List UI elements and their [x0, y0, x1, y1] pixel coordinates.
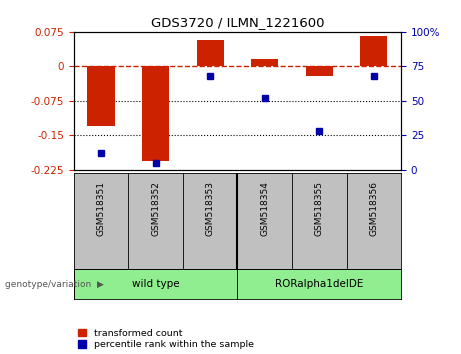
Bar	[237, 269, 401, 299]
Text: GSM518354: GSM518354	[260, 181, 269, 236]
Bar	[196, 40, 224, 67]
Bar	[88, 67, 115, 126]
Bar	[251, 59, 278, 67]
Bar	[360, 36, 387, 67]
Text: wild type: wild type	[132, 279, 179, 289]
Bar	[142, 67, 169, 161]
Bar	[74, 269, 237, 299]
Text: RORalpha1delDE: RORalpha1delDE	[275, 279, 363, 289]
Text: GSM518351: GSM518351	[96, 181, 106, 236]
Text: GSM518353: GSM518353	[206, 181, 215, 236]
Text: GSM518352: GSM518352	[151, 181, 160, 236]
Text: GSM518355: GSM518355	[315, 181, 324, 236]
Text: GSM518356: GSM518356	[369, 181, 378, 236]
Bar	[306, 67, 333, 76]
Legend: transformed count, percentile rank within the sample: transformed count, percentile rank withi…	[78, 329, 254, 349]
Text: genotype/variation  ▶: genotype/variation ▶	[5, 280, 103, 289]
Title: GDS3720 / ILMN_1221600: GDS3720 / ILMN_1221600	[151, 16, 324, 29]
